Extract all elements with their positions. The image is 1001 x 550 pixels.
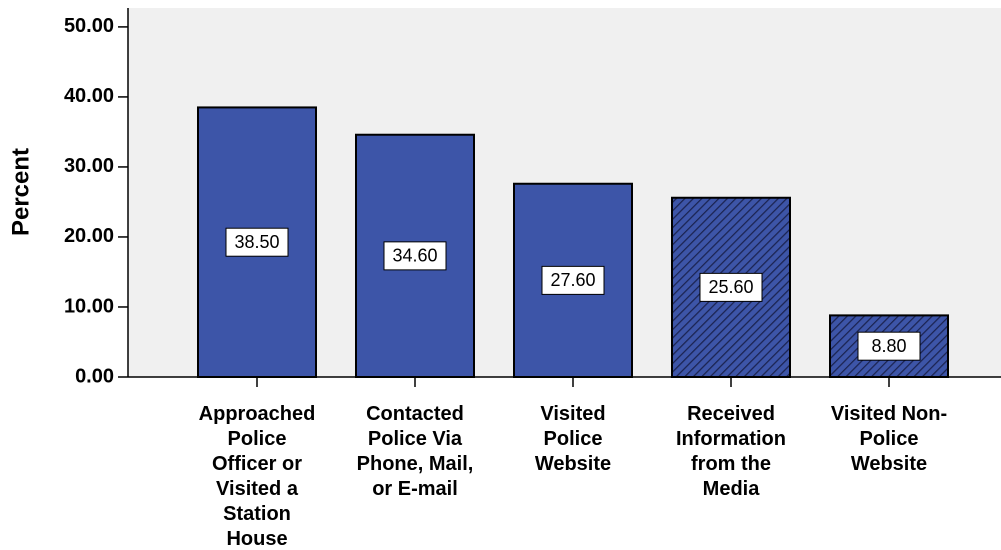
y-tick-label: 50.00	[64, 15, 114, 37]
y-tick-label: 20.00	[64, 225, 114, 247]
x-tick-label: Visited Police Website	[534, 403, 612, 475]
x-tick-label: Contacted Police Via Phone, Mail, or E-m…	[356, 403, 474, 500]
x-tick-label: Received Information from the Media	[676, 403, 786, 500]
value-label: 27.60	[550, 270, 595, 290]
value-label-box	[699, 272, 763, 302]
value-label: 34.60	[392, 246, 437, 266]
value-label: 38.50	[234, 232, 279, 252]
x-tick-label: Approached Police Officer or Visited a S…	[198, 403, 316, 550]
value-label-box	[225, 227, 289, 257]
value-label: 25.60	[708, 277, 753, 297]
value-label-box	[541, 265, 605, 295]
y-tick-label: 40.00	[64, 85, 114, 107]
value-label-box	[383, 241, 447, 271]
x-tick-label: Visited Non-Police Website	[830, 403, 948, 475]
y-tick-label: 10.00	[64, 295, 114, 317]
y-tick-label: 0.00	[75, 365, 114, 387]
value-label-box	[857, 331, 921, 361]
y-axis-title: Percent	[7, 148, 34, 236]
value-label: 8.80	[871, 336, 906, 356]
y-tick-label: 30.00	[64, 155, 114, 177]
